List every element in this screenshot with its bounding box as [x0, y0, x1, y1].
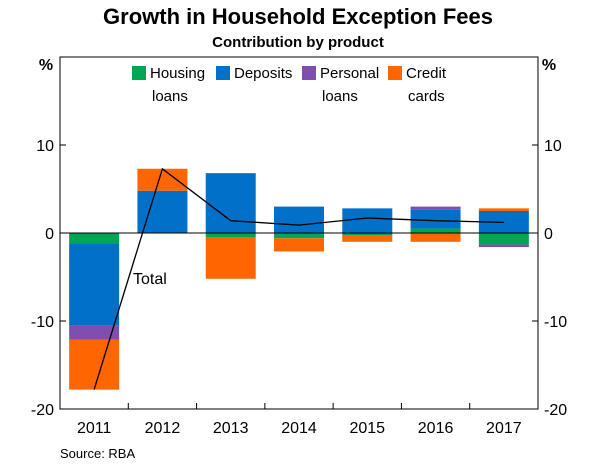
- legend-swatch-0: [132, 66, 146, 80]
- y-tick-label-left--10: -10: [31, 314, 54, 331]
- legend-label-0-1: loans: [152, 88, 188, 105]
- bar-deposits-2015: [342, 208, 393, 233]
- legend-label-2-1: loans: [322, 88, 358, 105]
- bar-housing-loans-2016: [410, 228, 461, 233]
- legend-label-3-1: cards: [408, 88, 445, 105]
- y-tick-label-left-0: 0: [45, 226, 54, 243]
- source-note: Source: RBA: [60, 446, 135, 461]
- bar-deposits-2016: [410, 209, 461, 229]
- bar-credit-cards-2015: [342, 235, 393, 242]
- y-tick-label-left--20: -20: [31, 402, 54, 419]
- legend-swatch-1: [216, 66, 230, 80]
- legend-label-2-0: Personal: [320, 65, 379, 82]
- legend-label-3-0: Credit: [406, 65, 447, 82]
- bar-deposits-2011: [69, 243, 120, 326]
- bar-credit-cards-2016: [410, 233, 461, 242]
- x-tick-label-2017: 2017: [486, 420, 522, 437]
- bar-personal-loans-2011: [69, 325, 120, 340]
- bar-personal-loans-2016: [410, 206, 461, 210]
- total-line: [93, 167, 504, 390]
- bar-housing-loans-2011: [69, 233, 120, 244]
- bar-housing-loans-2017: [478, 233, 529, 245]
- bar-credit-cards-2014: [274, 238, 324, 252]
- y-tick-label-right-10: 10: [544, 138, 562, 155]
- bar-credit-cards-2012: [137, 168, 188, 191]
- bar-housing-loans-2014: [274, 233, 324, 239]
- y-tick-label-right--10: -10: [544, 314, 567, 331]
- x-tick-label-2015: 2015: [349, 420, 385, 437]
- legend-label-1-0: Deposits: [234, 65, 292, 82]
- y-tick-label-left-10: 10: [36, 138, 54, 155]
- total-annotation: Total: [133, 271, 167, 288]
- y-tick-label-right-0: 0: [544, 226, 553, 243]
- bar-housing-loans-2013: [205, 233, 256, 238]
- bar-deposits-2014: [274, 206, 324, 233]
- x-tick-label-2016: 2016: [418, 420, 454, 437]
- bar-housing-loans-2015: [342, 233, 393, 236]
- bar-personal-loans-2017: [478, 244, 529, 248]
- legend-swatch-2: [302, 66, 316, 80]
- bar-deposits-2012: [137, 190, 188, 233]
- y-unit-left: %: [39, 57, 53, 74]
- chart-subtitle: Contribution by product: [212, 34, 384, 51]
- chart-title: Growth in Household Exception Fees: [103, 4, 493, 29]
- bar-credit-cards-2017: [478, 208, 529, 211]
- bar-credit-cards-2011: [69, 339, 120, 390]
- x-tick-label-2014: 2014: [281, 420, 317, 437]
- x-tick-label-2011: 2011: [77, 420, 112, 437]
- y-tick-label-right--20: -20: [544, 402, 567, 419]
- legend-label-0-0: Housing: [150, 65, 205, 82]
- bar-credit-cards-2013: [205, 237, 256, 279]
- legend-swatch-3: [388, 66, 402, 80]
- x-tick-label-2012: 2012: [145, 420, 181, 437]
- x-tick-label-2013: 2013: [213, 420, 249, 437]
- bar-deposits-2013: [205, 173, 256, 233]
- y-unit-right: %: [542, 57, 556, 74]
